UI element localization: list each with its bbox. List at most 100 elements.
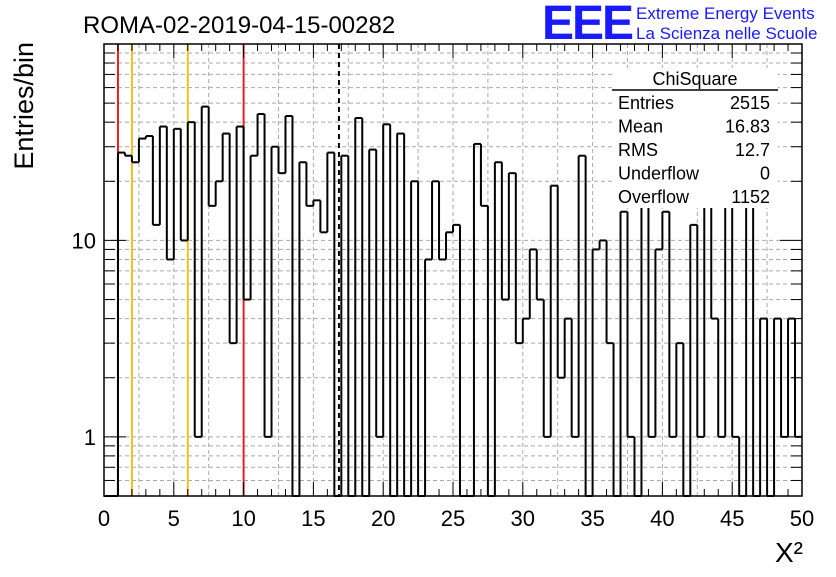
histogram-bin (361, 118, 370, 497)
histogram-bin (200, 105, 209, 437)
histogram-bin (417, 181, 426, 497)
histogram-bin (340, 154, 349, 496)
x-tick-label: 0 (98, 506, 110, 531)
histogram-bin (298, 161, 307, 496)
histogram-bin (333, 152, 342, 497)
histogram-bin (577, 154, 586, 437)
histogram-bin (542, 299, 551, 438)
histogram-bin (410, 180, 419, 496)
y-tick-label: 1 (84, 425, 96, 450)
histogram-bin (654, 248, 663, 437)
histogram-bin (584, 155, 593, 497)
stats-box: ChiSquare Entries 2515 Mean 16.83 RMS 12.7 Unde… (612, 68, 778, 208)
stats-title: ChiSquare (652, 69, 737, 89)
histogram-bin (689, 223, 698, 496)
histogram-bin (116, 151, 125, 496)
histogram-bin (668, 211, 677, 438)
axis-ticks (103, 43, 803, 497)
stats-value: 12.7 (735, 140, 770, 160)
histogram-bin (619, 210, 628, 496)
stats-label: Underflow (618, 164, 700, 184)
histogram-bin (319, 200, 328, 234)
logo-line-1: Extreme Energy Events (636, 4, 815, 23)
histogram-bin (766, 318, 775, 497)
histogram-bin (452, 223, 460, 233)
histogram-bin (186, 121, 195, 241)
histogram-bin (703, 180, 712, 437)
histogram-bin (640, 168, 649, 496)
histogram-bin (228, 133, 237, 345)
histogram-bin (773, 317, 782, 496)
histogram-bin (647, 169, 656, 438)
histogram-bin (158, 125, 167, 225)
histogram-bin (549, 184, 558, 437)
histogram-bin (724, 176, 733, 437)
histogram-bin (165, 126, 174, 261)
histogram-bin (221, 132, 230, 182)
stats-value: 2515 (730, 93, 770, 113)
histogram-bin (591, 248, 600, 496)
histogram-bin (277, 146, 286, 175)
histogram-bin (612, 343, 621, 497)
x-tick-label: 30 (511, 506, 535, 531)
histogram-bin (458, 224, 467, 497)
stats-label: RMS (618, 140, 658, 160)
histogram-bin (431, 180, 440, 260)
histogram-bin (312, 199, 321, 206)
stats-value: 16.83 (725, 117, 770, 137)
histogram-bin (403, 133, 412, 497)
histogram-bin (682, 343, 691, 497)
histogram-bin (445, 231, 453, 260)
x-tick-label: 35 (580, 506, 604, 531)
histogram-bin (389, 124, 398, 497)
y-axis-label: Entries/bin (9, 42, 39, 170)
x-tick-label: 25 (441, 506, 465, 531)
histogram-bin (291, 115, 300, 497)
histogram (104, 105, 802, 497)
histogram-bin (731, 177, 740, 438)
stats-value: 0 (760, 164, 770, 184)
x-axis-label: X² (775, 537, 803, 568)
x-tick-label: 10 (231, 506, 255, 531)
histogram-bin (284, 114, 293, 174)
histogram-bin (521, 317, 530, 344)
histogram-bin (598, 239, 607, 250)
histogram-bin (528, 248, 537, 319)
axis-labels: 0 5 10 15 20 25 30 35 40 45 50 1 10 (72, 228, 815, 531)
x-tick-label: 5 (168, 506, 180, 531)
chart-title: ROMA-02-2019-04-15-00282 (83, 12, 395, 39)
histogram-bin (214, 180, 223, 206)
x-tick-label: 50 (790, 506, 814, 531)
histogram-bin (375, 149, 384, 438)
histogram-bin (179, 128, 188, 242)
histogram-bin (354, 117, 363, 496)
histogram-bin (507, 172, 516, 300)
histogram-bin (263, 114, 272, 438)
y-tick-label: 10 (72, 228, 96, 253)
histogram-bin (368, 148, 377, 496)
histogram-bin (249, 154, 258, 300)
histogram-bin (326, 151, 335, 233)
histogram-bin (500, 162, 509, 301)
histogram-bin (717, 318, 726, 438)
histogram-bin (235, 125, 244, 344)
histogram-bin (424, 258, 433, 496)
stats-label: Entries (618, 93, 674, 113)
marker-lines (116, 44, 340, 496)
histogram-bin (514, 173, 523, 345)
histogram-bin (347, 155, 356, 497)
histogram-bin (675, 342, 684, 437)
histogram-bin (626, 211, 635, 438)
histogram-bin (151, 136, 160, 226)
histogram-bin (438, 181, 447, 261)
histogram-bin (696, 224, 705, 438)
histogram-bin (563, 317, 572, 378)
histogram-bin (130, 155, 139, 164)
logo-line-2: La Scienza nelle Scuole (636, 24, 818, 43)
x-tick-label: 40 (650, 506, 674, 531)
histogram-bin (256, 113, 265, 156)
histogram-bin (144, 135, 153, 139)
x-tick-label: 15 (301, 506, 325, 531)
